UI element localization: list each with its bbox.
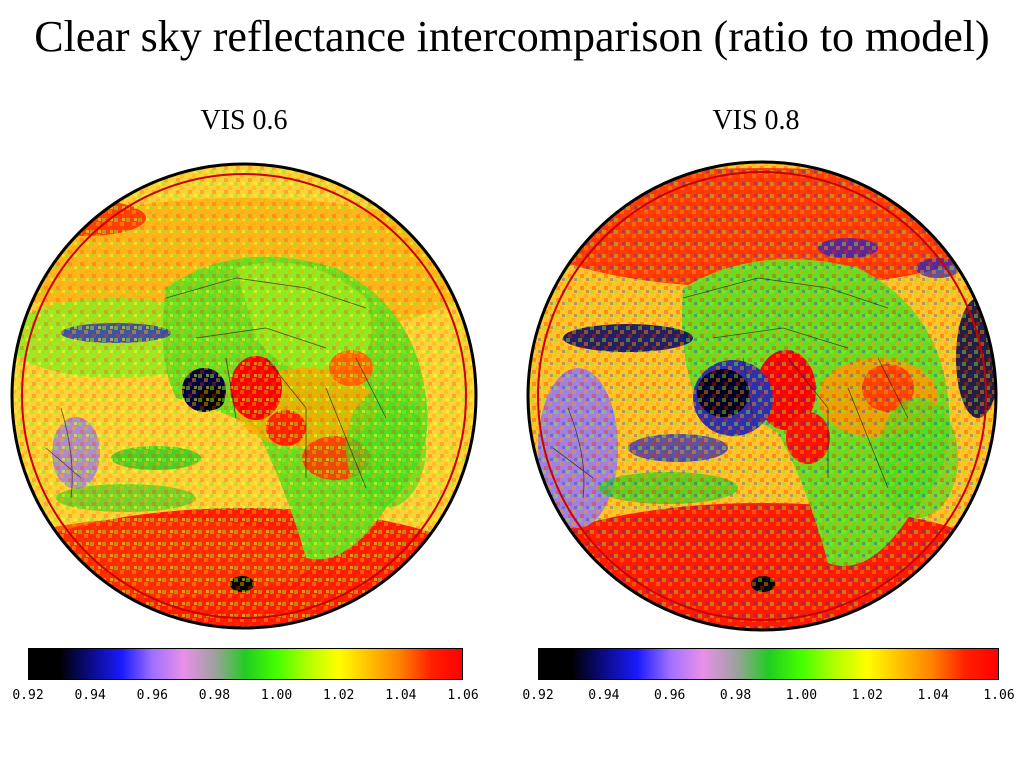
colorbar-ticks-vis-0-8: 0.92 0.94 0.96 0.98 1.00 1.02 1.04 1.06 [0, 688, 1024, 706]
colorbar-vis-0-8-tick-3: 0.98 [719, 688, 752, 703]
colorbar-vis-0-8-tick-1: 0.94 [588, 688, 620, 703]
colorbar-vis-0-6-tick-7: 1.06 [447, 688, 479, 703]
colorbar-vis-0-6-tick-1: 0.94 [74, 688, 106, 703]
globe-outline [10, 162, 478, 630]
globe-field-vis-0-6 [12, 164, 476, 628]
panel-label-vis-0-8: VIS 0.8 [712, 105, 800, 136]
colorbar-vis-0-6-tick-5: 1.02 [323, 688, 355, 703]
colorbar-vis-0-6-tick-0: 0.92 [12, 688, 44, 703]
colorbar-vis-0-6-tick-4: 1.00 [260, 688, 293, 703]
globe-outline [526, 160, 998, 632]
colorbar-vis-0-8-tick-4: 1.00 [785, 688, 818, 703]
colorbar-vis-0-8-tick-5: 1.02 [851, 688, 883, 703]
colorbar-vis-0-6-tick-2: 0.96 [136, 688, 168, 703]
panel-label-vis-0-6: VIS 0.6 [200, 105, 288, 136]
colorbar-vis-0-8-tick-2: 0.96 [654, 688, 686, 703]
colorbar-vis-0-8-tick-7: 1.06 [983, 688, 1015, 703]
colorbar-vis-0-8-tick-0: 0.92 [522, 688, 554, 703]
globe-map-vis-0-6 [10, 162, 478, 630]
colorbar-vis-0-6-tick-6: 1.04 [385, 688, 417, 703]
globe-field-vis-0-8 [528, 162, 996, 630]
colorbar-vis-0-8 [538, 648, 999, 680]
globe-map-vis-0-8 [526, 160, 998, 632]
limb-circle [21, 173, 467, 619]
colorbar-vis-0-6-tick-3: 0.98 [198, 688, 231, 703]
limb-circle [537, 171, 987, 621]
page-title: Clear sky reflectance intercomparison (r… [34, 12, 990, 61]
colorbar-vis-0-6 [28, 648, 463, 680]
colorbar-ticks-vis-0-6: 0.92 0.94 0.96 0.98 1.00 1.02 1.04 1.06 [0, 688, 512, 706]
colorbar-vis-0-8-tick-6: 1.04 [917, 688, 949, 703]
